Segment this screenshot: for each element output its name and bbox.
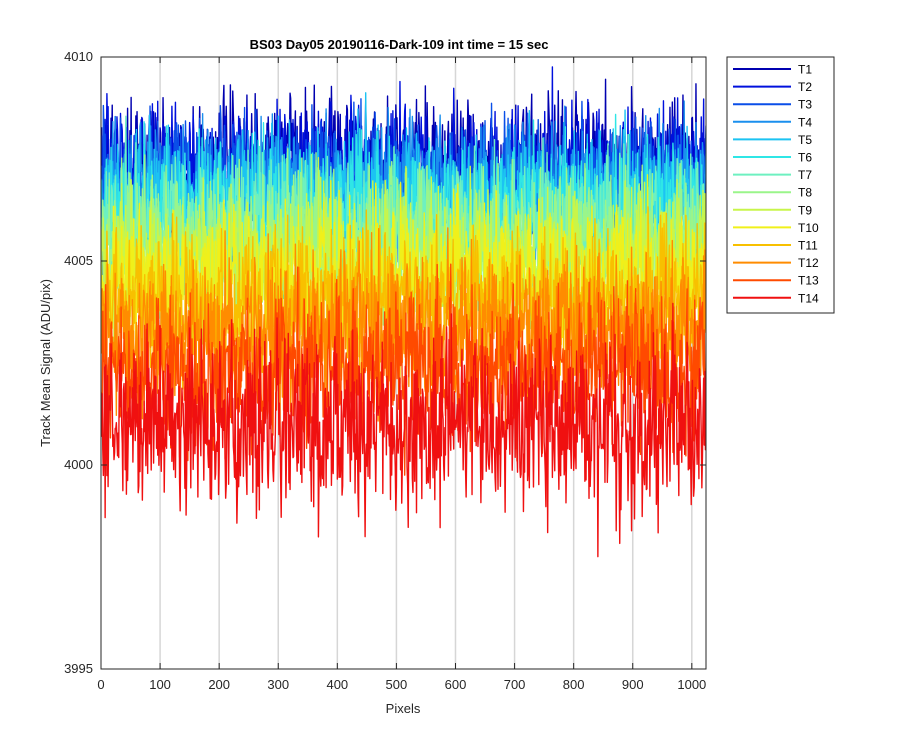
x-tick-label: 1000 [677,677,706,692]
x-axis-ticks: 0 100 200 300 400 500 600 700 800 900 1000 [97,57,706,692]
x-tick-label: 0 [97,677,104,692]
legend-label-t6: T6 [798,151,812,165]
legend-label-t14: T14 [798,291,819,305]
plot-border [100,56,707,670]
y-axis-label: Track Mean Signal (ADU/pix) [38,279,53,447]
x-tick-label: 900 [622,677,644,692]
chart-title: BS03 Day05 20190116-Dark-109 int time = … [250,37,549,52]
x-tick-label: 500 [386,677,408,692]
y-tick-label: 4000 [64,457,93,472]
x-tick-label: 300 [267,677,289,692]
legend-label-t12: T12 [798,256,819,270]
legend-label-t9: T9 [798,203,812,217]
x-tick-label: 600 [445,677,467,692]
legend: T1 T2 T3 T4 T5 T6 T7 T8 T9 T10 T11 T12 T13 T14 [726,56,835,314]
legend-label-t4: T4 [798,115,812,129]
y-tick-label: 3995 [64,661,93,676]
y-tick-label: 4010 [64,49,93,64]
series-line-t11 [101,206,706,397]
legend-label-t8: T8 [798,186,812,200]
y-axis-ticks: 3995 4000 4005 4010 [64,49,706,676]
legend-label-t7: T7 [798,168,812,182]
legend-box [726,56,835,314]
series-lines [101,66,706,558]
x-axis-label: Pixels [386,701,421,716]
x-tick-label: 800 [563,677,585,692]
legend-label-t10: T10 [798,221,819,235]
plot-area: 0 100 200 300 400 500 600 700 800 900 1000 3995 400… [64,49,707,692]
legend-items: T1 T2 T3 T4 T5 T6 T7 T8 T9 T10 T11 T12 T13 T14 [733,63,819,305]
legend-label-t2: T2 [798,80,812,94]
x-tick-label: 100 [149,677,171,692]
x-tick-label: 200 [208,677,230,692]
series-line-t14 [101,302,706,558]
y-tick-label: 4005 [64,253,93,268]
x-tick-label: 400 [326,677,348,692]
legend-label-t13: T13 [798,274,819,288]
x-tick-label: 700 [504,677,526,692]
legend-label-t11: T11 [798,239,818,253]
legend-label-t1: T1 [798,63,812,77]
legend-label-t3: T3 [798,98,812,112]
legend-label-t5: T5 [798,133,812,147]
series-line-t10 [101,174,706,385]
